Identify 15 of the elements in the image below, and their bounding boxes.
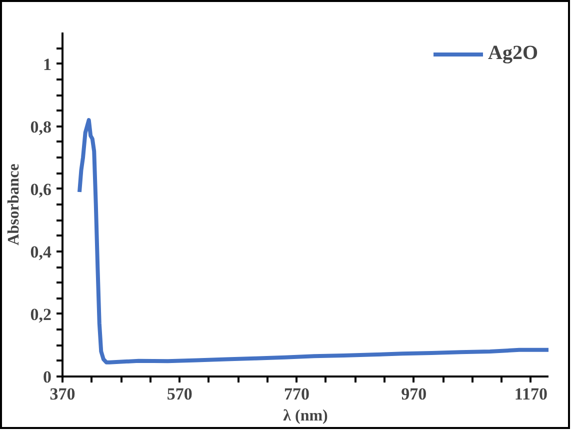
x-tick-label: 570 (166, 384, 192, 404)
legend-label: Ag2O (488, 42, 538, 65)
y-tick-label: 1 (43, 54, 52, 74)
x-tick-label: 970 (401, 384, 427, 404)
y-tick-label: 0,2 (30, 304, 52, 324)
x-tick-label: 370 (50, 384, 76, 404)
y-tick-label: 0,6 (30, 180, 52, 199)
line-series (77, 118, 548, 364)
y-tick-label: 0,8 (30, 117, 52, 136)
y-tick-label: 0,4 (30, 242, 52, 262)
x-axis-title: λ (nm) (283, 408, 328, 424)
y-tick-label: 0 (43, 368, 52, 386)
x-tick-label: 770 (284, 384, 310, 404)
y-axis-title: Absorbance (5, 164, 22, 246)
x-tick-label: 1170 (514, 384, 548, 404)
